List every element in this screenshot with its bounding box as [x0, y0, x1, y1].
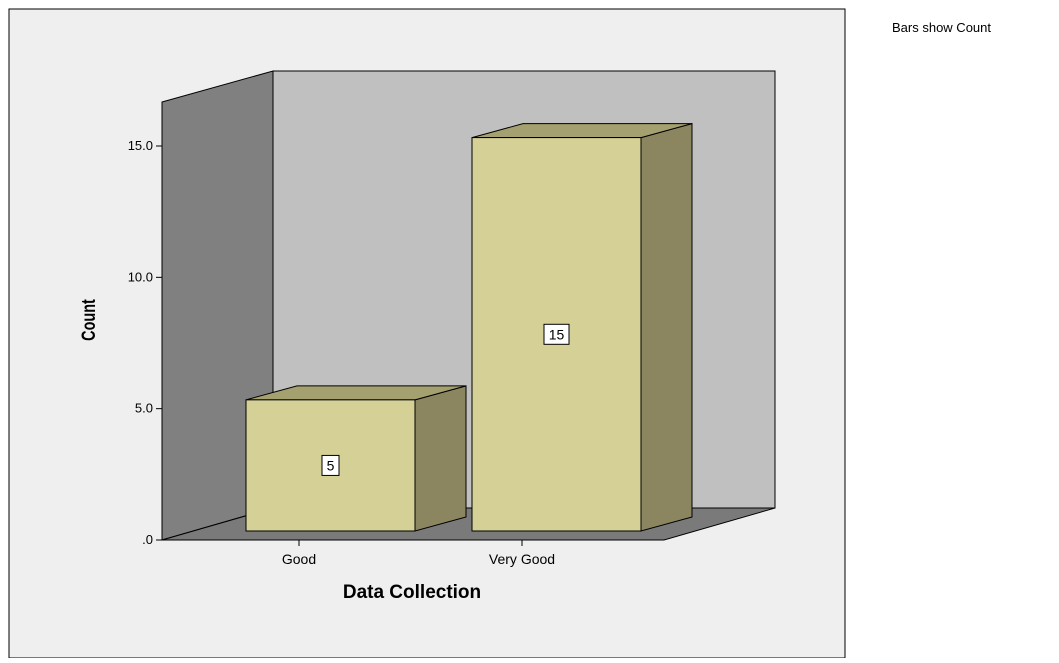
y-ticks: .0 5.0 10.0 15.0 — [128, 138, 162, 547]
bars: 5 15 — [245, 122, 693, 532]
data-label: 15 — [549, 326, 565, 342]
y-axis-title: Count — [77, 299, 100, 341]
bar: 15 — [471, 122, 693, 532]
y-tick-label: 10.0 — [128, 269, 153, 284]
bars-show-count-note: Bars show Count — [892, 20, 991, 35]
y-tick-label: .0 — [142, 532, 153, 547]
bar-side — [640, 122, 693, 532]
data-label-box — [321, 454, 340, 476]
data-label: 5 — [327, 457, 335, 473]
x-tick-labels: Good Very Good — [282, 540, 555, 567]
y-tick-label: 15.0 — [128, 138, 153, 153]
x-axis-title: Data Collection — [343, 582, 481, 603]
bar: 5 — [245, 385, 467, 532]
x-tick-label: Very Good — [489, 551, 555, 567]
data-label-box — [543, 323, 570, 345]
x-tick-label: Good — [282, 551, 316, 567]
y-tick-label: 5.0 — [135, 401, 153, 416]
bar-side — [414, 385, 467, 532]
